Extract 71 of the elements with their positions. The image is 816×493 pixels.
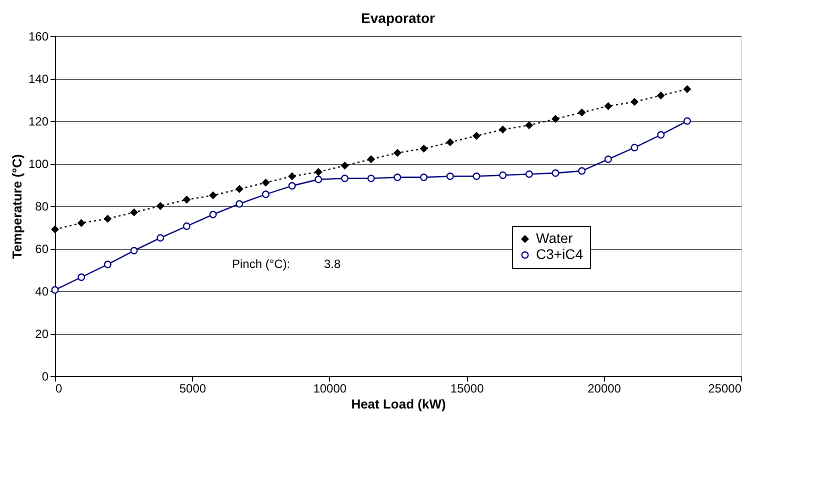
- point: [552, 115, 560, 123]
- y-tick-label: 0: [42, 370, 49, 384]
- point: [525, 121, 533, 130]
- point: [683, 85, 691, 93]
- point: [156, 202, 164, 210]
- annotation: 3.8: [324, 257, 342, 271]
- chart-title: Evaporator: [361, 10, 436, 26]
- point: [341, 174, 349, 182]
- x-tick-label: 5000: [179, 382, 206, 396]
- point: [314, 168, 322, 176]
- point: [420, 144, 428, 152]
- point: [314, 176, 322, 184]
- point: [630, 144, 638, 152]
- point: [657, 92, 665, 100]
- point: [499, 126, 507, 134]
- point: [182, 222, 190, 230]
- x-tick-label: 0: [56, 382, 62, 396]
- y-tick-label: 160: [28, 30, 49, 44]
- point: [341, 162, 349, 170]
- point: [446, 172, 454, 180]
- point: [367, 174, 375, 182]
- point: [630, 98, 638, 106]
- point: [78, 219, 86, 227]
- y-tick-label: 140: [28, 72, 49, 86]
- point: [394, 174, 402, 182]
- point: [78, 273, 86, 281]
- point: [288, 182, 296, 190]
- point: [367, 155, 375, 164]
- point: [657, 131, 665, 139]
- point: [525, 170, 533, 178]
- point: [262, 190, 270, 198]
- point: [288, 172, 296, 180]
- y-tick-label: 100: [28, 157, 49, 171]
- point: [182, 196, 190, 204]
- x-tick-label: 15000: [450, 382, 484, 396]
- point: [209, 192, 217, 200]
- legend-label: Water: [536, 230, 574, 246]
- point: [472, 172, 480, 180]
- point: [604, 102, 612, 110]
- x-axis-title: Heat Load (kW): [351, 396, 446, 412]
- y-axis-title: Temperature (°C): [9, 154, 24, 259]
- point: [130, 208, 138, 216]
- y-tick-label: 40: [35, 284, 49, 298]
- point: [552, 169, 560, 177]
- point: [236, 185, 244, 193]
- point: [104, 260, 112, 268]
- x-tick-label: 10000: [313, 382, 347, 396]
- point: [604, 155, 612, 164]
- x-tick-label: 20000: [588, 382, 622, 396]
- y-tick-label: 120: [28, 114, 49, 128]
- y-tick-label: 80: [35, 200, 49, 214]
- point: [394, 149, 402, 157]
- point: [578, 167, 586, 175]
- x-tick-label: 25000: [708, 382, 742, 396]
- point: [446, 138, 454, 146]
- legend-label: C3+iC4: [536, 246, 584, 262]
- point: [472, 132, 480, 140]
- point: [420, 174, 428, 182]
- point: [683, 117, 691, 125]
- annotation: Pinch (°C):: [232, 257, 290, 271]
- point: [578, 108, 586, 116]
- point: [104, 214, 112, 223]
- point: [262, 178, 270, 186]
- y-tick-label: 20: [35, 327, 49, 341]
- point: [51, 226, 59, 234]
- point: [499, 171, 507, 179]
- point: [236, 200, 244, 208]
- point: [156, 234, 164, 242]
- point: [209, 210, 217, 218]
- y-tick-label: 60: [35, 242, 49, 256]
- point: [130, 246, 138, 254]
